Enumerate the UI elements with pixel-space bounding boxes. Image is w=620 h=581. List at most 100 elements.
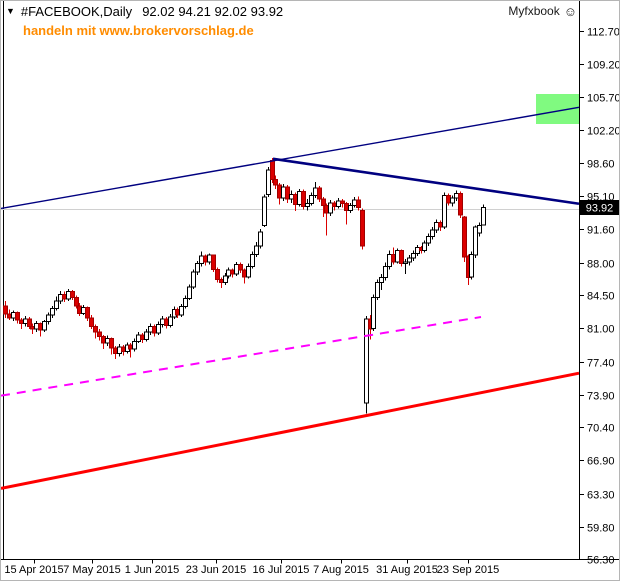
candlestick (74, 296, 79, 307)
candlestick (285, 186, 290, 200)
candlestick (58, 294, 63, 302)
candlestick (183, 297, 188, 308)
candlestick (371, 296, 376, 329)
candlestick (203, 255, 208, 263)
candlestick (42, 321, 47, 331)
symbol-period-label: #FACEBOOK,Daily (20, 3, 133, 19)
candlestick (477, 224, 482, 234)
myfxbook-watermark: Myfxbook ☺ (508, 4, 577, 18)
candlestick (23, 318, 28, 325)
x-axis-label: 7 May 2015 (63, 564, 120, 576)
candlestick (309, 194, 314, 205)
y-axis-label: 88.00 (587, 259, 615, 271)
candlestick (340, 200, 345, 205)
candlestick (387, 253, 392, 267)
x-axis-label: 7 Aug 2015 (313, 564, 369, 576)
candlestick (324, 205, 329, 214)
candlestick (77, 305, 82, 314)
candlestick (336, 200, 341, 208)
y-axis-label: 98.60 (587, 159, 615, 171)
candlestick (375, 281, 380, 298)
smiley-icon: ☺ (563, 3, 577, 19)
candlestick (293, 193, 298, 206)
ascending-trendline[interactable] (1, 106, 580, 210)
candlestick (234, 264, 239, 275)
x-axis-label: 23 Jun 2015 (186, 564, 247, 576)
candlestick (148, 325, 153, 333)
candlestick (273, 178, 278, 186)
candlestick (383, 265, 388, 279)
candlestick (46, 314, 51, 323)
candlestick (11, 311, 16, 319)
candlestick (321, 198, 326, 207)
candlestick (54, 300, 59, 310)
broker-ad-link[interactable]: handeln mit www.brokervorschlag.de (23, 23, 254, 38)
candlestick (277, 184, 282, 199)
candlestick (266, 169, 271, 195)
current-price-tag-label: 93.92 (586, 202, 614, 214)
candlestick (395, 250, 400, 263)
y-axis-label: 73.90 (587, 391, 615, 403)
y-axis-label: 70.40 (587, 423, 615, 435)
candlestick (50, 308, 55, 316)
candlestick (446, 194, 451, 204)
descending-trendline[interactable] (272, 157, 580, 206)
candlestick (438, 221, 443, 228)
candlestick (66, 291, 71, 300)
candlestick (258, 231, 263, 247)
candlestick (30, 325, 35, 330)
candlestick (132, 340, 137, 350)
candlestick (411, 252, 416, 259)
red-trendline[interactable] (1, 371, 580, 490)
candlestick (85, 307, 90, 319)
candlestick (250, 253, 255, 267)
supply-zone-rect[interactable] (536, 94, 579, 125)
y-axis-label: 77.40 (587, 358, 615, 370)
candlestick (38, 323, 43, 331)
candlestick (187, 286, 192, 299)
candlestick (140, 334, 145, 340)
candlestick (160, 318, 165, 326)
candlestick (473, 226, 478, 256)
candlestick (426, 236, 431, 244)
dropdown-triangle-icon[interactable]: ▼ (6, 6, 15, 16)
candlestick (301, 191, 306, 208)
x-axis-label: 16 Jul 2015 (253, 564, 310, 576)
candlestick (156, 324, 161, 334)
candlestick (15, 311, 20, 321)
dashed-ma-line[interactable] (1, 316, 482, 397)
x-axis-label: 23 Sep 2015 (437, 564, 499, 576)
myfxbook-label: Myfxbook (508, 4, 560, 18)
candlestick (19, 319, 24, 325)
candlestick (297, 191, 302, 206)
candlestick (81, 307, 86, 314)
candlestick (109, 338, 114, 349)
candlestick (246, 265, 251, 278)
candlestick (391, 253, 396, 263)
candlestick (207, 254, 212, 263)
candlestick (317, 187, 322, 200)
candlestick (242, 269, 247, 278)
candlestick (356, 199, 361, 208)
candlestick (434, 221, 439, 231)
x-axis-label: 1 Jun 2015 (125, 564, 179, 576)
y-axis-label: 56.30 (587, 555, 615, 567)
candlestick (403, 261, 408, 265)
candlestick (164, 318, 169, 326)
candlestick (128, 344, 133, 350)
candlestick (407, 257, 412, 263)
candlestick (254, 245, 259, 255)
candlestick (34, 323, 39, 330)
candlestick (313, 187, 318, 196)
candlestick (219, 279, 224, 283)
candlestick (195, 263, 200, 273)
y-axis-label: 81.00 (587, 324, 615, 336)
candlestick (360, 209, 365, 247)
candlestick (481, 206, 486, 226)
candlestick (3, 305, 8, 315)
candlestick (215, 268, 220, 281)
candlestick (415, 247, 420, 254)
candlestick (328, 202, 333, 214)
